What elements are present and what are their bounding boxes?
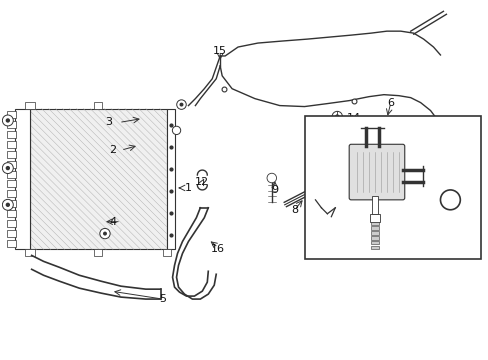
Bar [7, 190, 16, 197]
Text: 12: 12 [195, 177, 209, 187]
Text: 1: 1 [184, 183, 192, 193]
Circle shape [2, 199, 13, 210]
Circle shape [444, 194, 455, 205]
Bar [7, 180, 16, 188]
Bar [7, 121, 16, 128]
Text: 13: 13 [371, 145, 385, 155]
Bar [370, 226, 379, 230]
Circle shape [440, 190, 459, 210]
Bar [370, 221, 379, 225]
FancyBboxPatch shape [348, 144, 404, 200]
Text: 2: 2 [109, 145, 116, 155]
Circle shape [266, 173, 276, 183]
Circle shape [331, 111, 342, 122]
Text: 10: 10 [363, 226, 377, 237]
Bar [15, 109, 30, 249]
Circle shape [334, 114, 339, 119]
Bar [25, 102, 35, 109]
Bar [94, 102, 102, 109]
Ellipse shape [319, 129, 362, 161]
Circle shape [6, 203, 10, 207]
Bar [7, 111, 16, 118]
Text: 5: 5 [159, 294, 166, 304]
Text: 4: 4 [109, 217, 116, 227]
Bar [370, 241, 379, 244]
Text: 7: 7 [449, 205, 456, 215]
Circle shape [179, 103, 183, 107]
Circle shape [6, 166, 10, 170]
Bar [163, 249, 170, 256]
Bar [7, 230, 16, 237]
Bar [7, 201, 16, 207]
Text: 16: 16 [211, 244, 225, 255]
Bar [7, 131, 16, 138]
Circle shape [328, 121, 341, 133]
Bar [304, 116, 480, 260]
Bar [7, 171, 16, 177]
Circle shape [103, 231, 107, 235]
Bar [371, 196, 378, 214]
Text: 3: 3 [105, 117, 112, 127]
Bar [25, 249, 35, 256]
Bar [7, 141, 16, 148]
Circle shape [2, 115, 13, 126]
Bar [7, 240, 16, 247]
Bar [30, 109, 166, 249]
Text: 11: 11 [320, 207, 334, 217]
Circle shape [100, 229, 110, 239]
Bar [94, 249, 102, 256]
Text: 9: 9 [271, 185, 278, 195]
Circle shape [172, 126, 181, 135]
Text: 8: 8 [290, 205, 298, 215]
Text: 14: 14 [346, 113, 361, 123]
Circle shape [176, 100, 186, 109]
Bar [370, 246, 379, 249]
Bar [7, 161, 16, 168]
Bar [370, 231, 379, 235]
Bar [166, 109, 174, 249]
Circle shape [6, 118, 10, 123]
Text: 15: 15 [213, 46, 227, 56]
Bar [7, 210, 16, 217]
Circle shape [2, 163, 13, 174]
Bar [369, 214, 380, 222]
Bar [7, 151, 16, 158]
Text: 6: 6 [386, 98, 393, 108]
Bar [7, 220, 16, 227]
Bar [370, 236, 379, 239]
